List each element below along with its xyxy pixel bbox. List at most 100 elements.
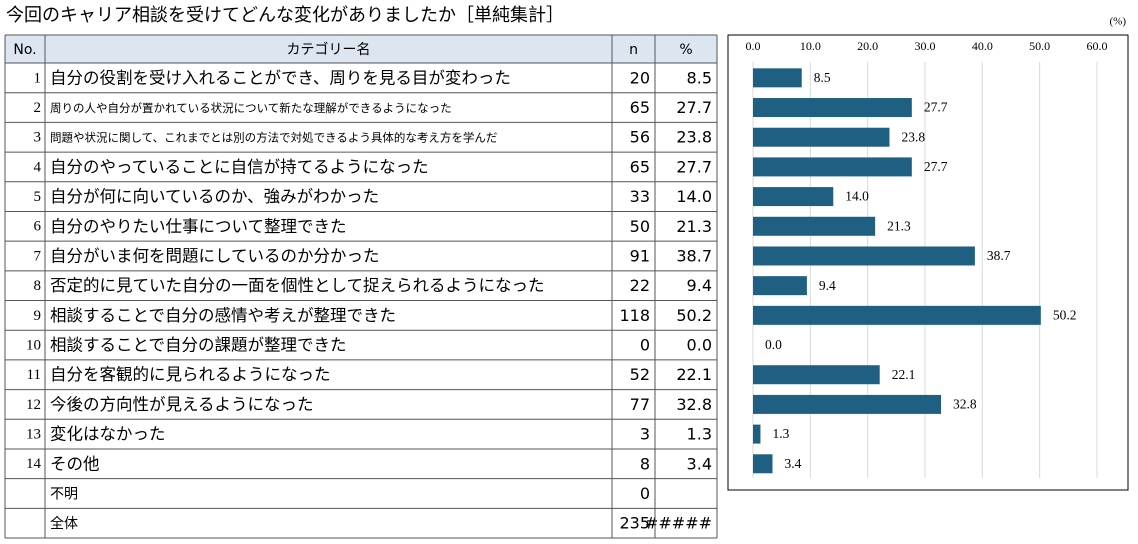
value-label: 1.3 (772, 426, 789, 441)
row-number: 6 (34, 219, 42, 235)
bar (753, 157, 912, 177)
row-number: 14 (26, 456, 42, 472)
row-label: 周りの人や自分が置かれている状況について新たな理解ができるようになった (50, 101, 452, 115)
row-label: 相談することで自分の課題が整理できた (50, 336, 347, 355)
bar (753, 216, 876, 236)
row-n: 20 (630, 68, 650, 87)
row-label: 自分を客観的に見られるようになった (50, 365, 331, 384)
row-label: 自分がいま何を問題にしているのか分かった (50, 246, 380, 265)
x-tick-label: 50.0 (1029, 39, 1050, 53)
row-number: 8 (34, 278, 42, 294)
bar (753, 394, 942, 414)
bar (753, 454, 773, 474)
value-label: 3.4 (784, 456, 801, 471)
row-pct: 50.2 (676, 306, 712, 325)
row-n: 0 (640, 336, 650, 355)
row-pct: 21.3 (676, 217, 712, 236)
value-label: 32.8 (953, 397, 977, 412)
table-header: カテゴリー名 (287, 41, 371, 58)
bar (753, 187, 834, 207)
row-number: 3 (34, 130, 42, 146)
row-n: 118 (619, 306, 650, 325)
value-label: 0.0 (765, 337, 782, 352)
value-label: 21.3 (887, 218, 911, 233)
row-n: 56 (630, 128, 650, 147)
value-label: 23.8 (901, 129, 925, 144)
row-pct: 38.7 (676, 246, 712, 265)
row-label: 自分が何に向いているのか、強みがわかった (50, 187, 379, 206)
row-pct: 22.1 (676, 365, 712, 384)
value-label: 27.7 (924, 159, 948, 174)
table-header: % (679, 42, 692, 58)
row-number: 13 (26, 427, 41, 443)
row-n: 77 (630, 395, 650, 414)
bar (753, 305, 1041, 325)
row-label: 全体 (50, 515, 78, 532)
row-number: 12 (26, 397, 41, 413)
x-tick-label: 30.0 (915, 39, 936, 53)
bar (753, 127, 890, 147)
x-tick-label: 40.0 (972, 39, 993, 53)
row-number: 9 (34, 308, 42, 324)
bar (753, 276, 807, 296)
row-label: 相談することで自分の感情や考えが整理できた (50, 306, 396, 325)
x-tick-label: 0.0 (746, 39, 761, 53)
row-number: 11 (27, 367, 41, 383)
bar (753, 68, 802, 88)
row-n: 0 (640, 484, 650, 503)
row-n: 91 (630, 246, 650, 265)
row-label: 今後の方向性が見えるようになった (50, 395, 314, 414)
value-label: 14.0 (845, 189, 869, 204)
value-label: 27.7 (924, 100, 948, 115)
row-pct: 1.3 (687, 425, 712, 444)
row-pct: 23.8 (676, 128, 712, 147)
x-tick-label: 60.0 (1087, 39, 1108, 53)
row-label: 問題や状況に関して、これまでとは別の方法で対処できるよう具体的な考え方を学んだ (50, 131, 497, 145)
row-label: 自分の役割を受け入れることができ、周りを見る目が変わった (50, 68, 511, 87)
value-label: 9.4 (819, 278, 836, 293)
row-number: 4 (34, 159, 42, 175)
value-label: 8.5 (814, 70, 831, 85)
value-label: 22.1 (892, 367, 916, 382)
page-title: 今回のキャリア相談を受けてどんな変化がありましたか［単純集計］ (6, 5, 564, 26)
row-n: 65 (630, 157, 650, 176)
row-pct: 3.4 (687, 454, 712, 473)
row-number: 2 (34, 100, 42, 116)
row-label: 自分のやりたい仕事について整理できた (50, 217, 347, 236)
row-label: 否定的に見ていた自分の一面を個性として捉えられるようになった (50, 276, 545, 295)
row-number: 10 (26, 337, 41, 353)
x-tick-label: 10.0 (800, 39, 821, 53)
row-label: 変化はなかった (50, 425, 166, 444)
row-n: 65 (630, 98, 650, 117)
x-tick-label: 20.0 (857, 39, 878, 53)
row-pct: 27.7 (676, 157, 712, 176)
row-n: 235 (619, 514, 650, 533)
row-pct: 14.0 (676, 187, 712, 206)
bar (753, 246, 975, 266)
row-n: 50 (630, 217, 650, 236)
row-pct: 0.0 (687, 336, 712, 355)
row-label: 自分のやっていることに自信が持てるようになった (50, 157, 429, 176)
row-number: 5 (34, 189, 42, 205)
table-header: No. (13, 42, 36, 58)
row-pct: 8.5 (687, 68, 712, 87)
row-pct: ##### (645, 514, 712, 533)
table-header: n (629, 42, 638, 58)
value-label: 50.2 (1053, 307, 1077, 322)
row-label: 不明 (50, 486, 78, 502)
row-n: 52 (630, 365, 650, 384)
row-n: 8 (640, 454, 650, 473)
row-number: 1 (34, 70, 42, 86)
bar (753, 98, 912, 118)
row-n: 3 (640, 425, 650, 444)
row-n: 22 (630, 276, 650, 295)
row-n: 33 (630, 187, 650, 206)
bar (753, 365, 880, 385)
bar (753, 424, 761, 444)
table-header-bg (5, 35, 717, 63)
row-label: その他 (50, 454, 100, 473)
row-pct: 9.4 (687, 276, 712, 295)
value-label: 38.7 (987, 248, 1011, 263)
unit-label: (%) (1110, 16, 1127, 28)
